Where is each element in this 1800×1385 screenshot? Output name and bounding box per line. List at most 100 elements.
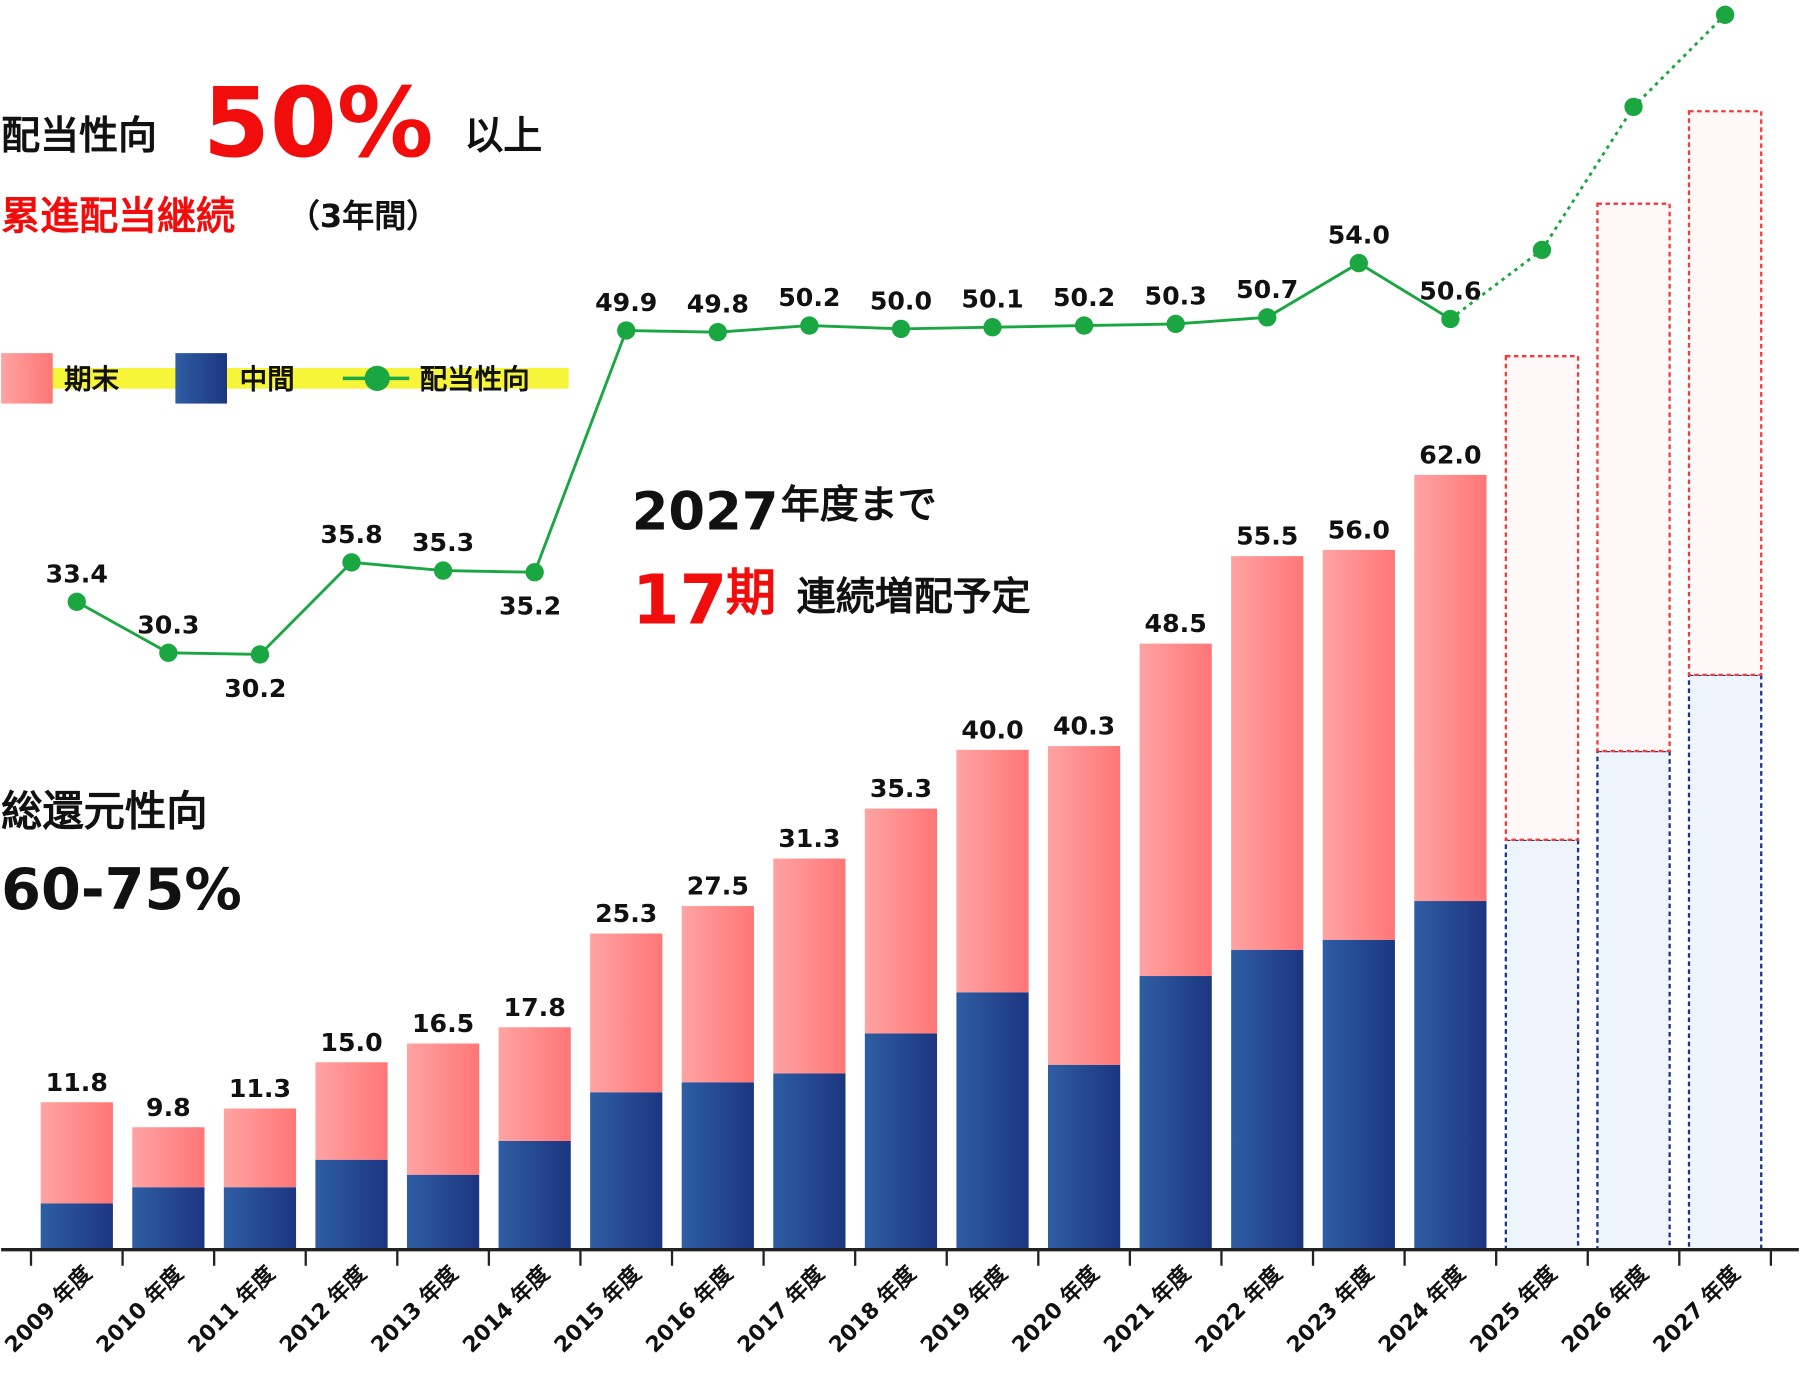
bar [681, 906, 754, 1083]
annotation: 配当性向 [1, 114, 157, 159]
annotation: 50% [203, 67, 433, 179]
total-label: 48.5 [1145, 609, 1207, 638]
bar [956, 992, 1029, 1250]
x-tick-label: 2013 年度 [366, 1261, 464, 1359]
legend-marker [364, 365, 390, 391]
bar [1139, 976, 1212, 1250]
bar [956, 749, 1029, 993]
x-tick-label: 2027 年度 [1648, 1261, 1746, 1359]
annotation: 連続増配予定 [797, 575, 1031, 620]
annotation: 以上 [464, 114, 542, 159]
x-tick-label: 2016 年度 [641, 1261, 739, 1359]
bar [773, 858, 846, 1074]
line-point [342, 553, 361, 572]
line-point [1349, 253, 1368, 273]
line-value-label: 50.0 [870, 286, 932, 315]
total-label: 62.0 [1419, 440, 1481, 469]
line-value-label: 50.3 [1145, 281, 1207, 310]
total-label: 35.3 [870, 774, 932, 803]
line-point [708, 322, 727, 342]
bar [1139, 643, 1212, 977]
total-label: 11.8 [46, 1068, 108, 1097]
line-value-label: 50.1 [961, 285, 1023, 314]
line-point [159, 643, 178, 662]
line-value-label: 35.3 [412, 528, 474, 557]
total-label: 11.3 [229, 1074, 291, 1103]
total-label: 17.8 [504, 993, 566, 1022]
total-label: 55.5 [1236, 522, 1298, 551]
bar [406, 1043, 480, 1175]
total-label: 40.0 [961, 715, 1023, 744]
legend-swatch [1, 353, 53, 404]
bar [864, 808, 938, 1034]
line-value-label: 50.7 [1236, 275, 1298, 304]
line-point [1715, 5, 1735, 24]
line-value-label: 30.3 [137, 610, 199, 639]
bar [1322, 939, 1395, 1250]
line-value-label: 50.6 [1419, 277, 1481, 306]
x-tick-label: 2012 年度 [274, 1261, 372, 1359]
bar [590, 1092, 663, 1250]
bar [223, 1187, 297, 1250]
legend-label: 中間 [240, 364, 295, 396]
bar [40, 1203, 113, 1250]
legend-label: 配当性向 [420, 364, 530, 396]
bar [590, 933, 663, 1093]
bar [315, 1062, 388, 1160]
x-tick-label: 2026 年度 [1556, 1261, 1654, 1359]
x-tick-label: 2011 年度 [183, 1261, 281, 1359]
x-tick-label: 2010 年度 [91, 1261, 189, 1359]
line-value-label: 33.4 [46, 559, 108, 588]
line-value-label: 35.2 [499, 592, 561, 621]
total-label: 16.5 [412, 1009, 474, 1038]
bar [864, 1033, 938, 1250]
bar [1322, 549, 1395, 940]
line-point [1532, 240, 1552, 260]
annotation: 年度まで [781, 483, 937, 528]
bar [132, 1127, 205, 1188]
x-tick-label: 2021 年度 [1099, 1261, 1197, 1359]
line-value-label: 49.9 [595, 288, 657, 317]
bar [681, 1082, 754, 1250]
line-value-label: 35.8 [320, 520, 382, 549]
bar [315, 1159, 388, 1250]
line-value-label: 54.0 [1328, 221, 1390, 250]
line [76, 261, 1452, 656]
bar [498, 1140, 571, 1250]
bar [498, 1027, 571, 1141]
bar [1231, 949, 1304, 1250]
bar [1231, 556, 1304, 950]
line-point [1441, 309, 1460, 329]
total-label: 9.8 [146, 1093, 191, 1122]
bar [1687, 673, 1763, 1251]
bar [1504, 838, 1580, 1251]
x-tick-label: 2015 年度 [549, 1261, 647, 1359]
annotation: 2027 [632, 482, 779, 543]
line-point [800, 316, 819, 335]
line-point [250, 645, 270, 664]
bar [1596, 202, 1671, 753]
total-label: 15.0 [320, 1028, 382, 1057]
line-point [1624, 97, 1643, 117]
bar [1504, 355, 1580, 841]
total-label: 31.3 [778, 824, 840, 853]
bar [1414, 474, 1487, 902]
total-label: 40.3 [1053, 712, 1115, 741]
line-point [433, 561, 453, 580]
line-point [983, 318, 1002, 337]
bar [1414, 901, 1487, 1250]
line-point [891, 319, 911, 339]
x-tick-label: 2022 年度 [1190, 1261, 1288, 1359]
annotation: 累進配当継続 [1, 194, 235, 239]
x-tick-label: 2009 年度 [0, 1261, 97, 1359]
bar [40, 1102, 113, 1204]
bar [406, 1174, 480, 1250]
bar [1596, 749, 1671, 1251]
annotation: （3年間） [288, 197, 439, 235]
total-label: 27.5 [687, 872, 749, 901]
annotation: 60-75% [1, 856, 242, 923]
annotation: 17 [632, 561, 728, 641]
line-point [525, 563, 544, 582]
line-point [1258, 308, 1277, 327]
x-tick-label: 2020 年度 [1007, 1261, 1105, 1359]
